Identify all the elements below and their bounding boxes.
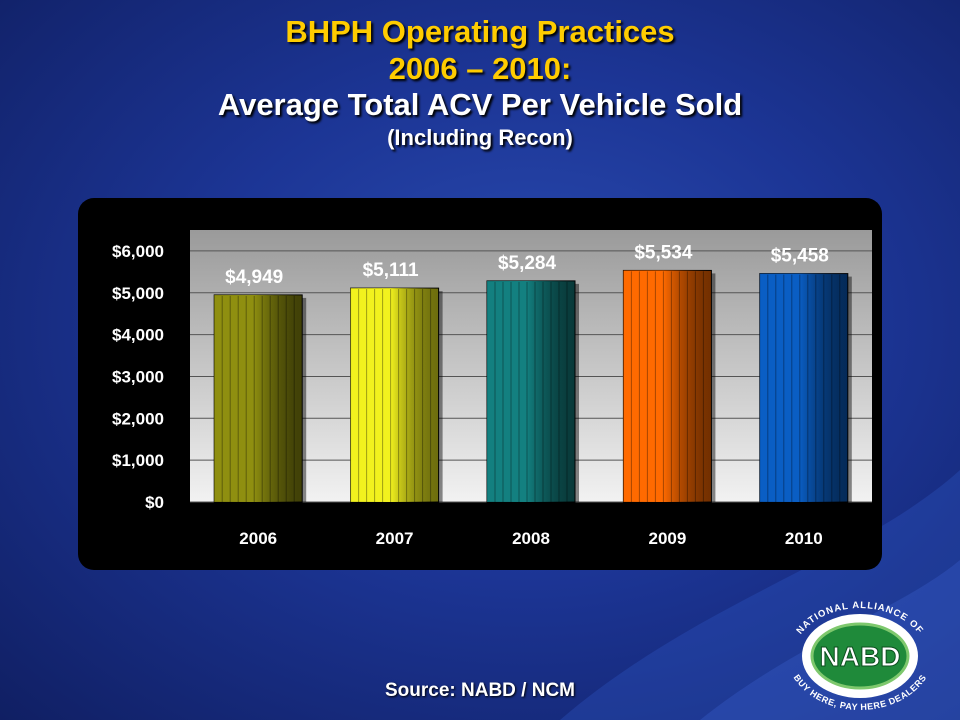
data-label-2009: $5,534 [634,242,693,263]
bar-2007 [350,287,443,503]
x-tick-label-2009: 2009 [648,529,686,548]
slide-title: BHPH Operating Practices 2006 – 2010: Av… [0,14,960,152]
logo-acronym: NABD [820,641,901,672]
y-tick-label: $0 [145,493,164,512]
labels: $0 $1,000 $2,000 $3,000 $4,000 $5,000 $6,000 $4… [112,242,829,548]
x-tick-label-2006: 2006 [239,529,277,548]
data-label-2010: $5,458 [771,246,829,267]
bar-chart: $0 $1,000 $2,000 $3,000 $4,000 $5,000 $6,000 $4… [112,230,872,548]
title-line-1: BHPH Operating Practices [285,14,675,49]
y-tick-label: $5,000 [112,284,164,303]
x-tick-label-2010: 2010 [785,529,823,548]
data-label-2008: $5,284 [498,253,557,274]
data-label-2006: $4,949 [225,267,283,288]
y-tick-label: $6,000 [112,242,164,261]
bar-2010 [759,273,852,503]
data-label-2007: $5,111 [363,260,419,281]
y-tick-label: $1,000 [112,451,164,470]
bars [213,269,852,503]
title-line-2: 2006 – 2010: [388,50,572,86]
title-line-3: Average Total ACV Per Vehicle Sold [217,87,743,123]
title-line-4: (Including Recon) [387,124,573,150]
nabd-logo: NABD NATIONAL ALLIANCE OF BUY HERE, PAY … [792,600,928,712]
x-tick-label-2007: 2007 [376,529,414,548]
y-tick-label: $2,000 [112,409,164,428]
bar-2009 [622,269,716,503]
chart-panel: $0 $1,000 $2,000 $3,000 $4,000 $5,000 $6,000 $4… [78,198,882,570]
source-note: Source: NABD / NCM [384,680,575,701]
bar-2006 [213,294,307,503]
bar-2008 [486,280,579,503]
x-tick-label-2008: 2008 [512,529,550,548]
y-tick-label: $4,000 [112,326,164,345]
y-tick-label: $3,000 [112,367,164,386]
